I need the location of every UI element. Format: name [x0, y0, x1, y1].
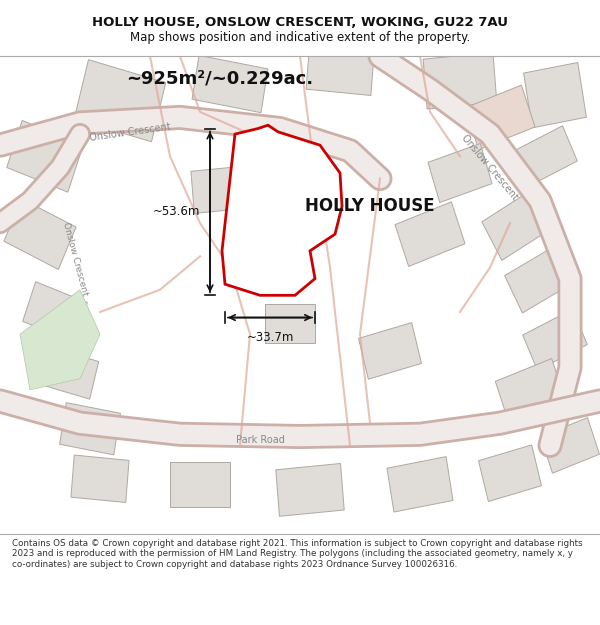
Text: ~53.6m: ~53.6m: [152, 206, 200, 218]
Bar: [306, 51, 374, 96]
Text: HOLLY HOUSE: HOLLY HOUSE: [305, 198, 435, 216]
Text: ~33.7m: ~33.7m: [247, 331, 293, 344]
Bar: [482, 186, 558, 261]
Bar: [359, 322, 421, 379]
Text: HOLLY HOUSE, ONSLOW CRESCENT, WOKING, GU22 7AU: HOLLY HOUSE, ONSLOW CRESCENT, WOKING, GU…: [92, 16, 508, 29]
Bar: [71, 455, 129, 503]
Bar: [479, 445, 541, 501]
Bar: [505, 244, 575, 313]
Bar: [523, 309, 587, 371]
Bar: [23, 282, 88, 342]
Bar: [423, 52, 497, 109]
Text: Map shows position and indicative extent of the property.: Map shows position and indicative extent…: [130, 31, 470, 44]
Bar: [387, 457, 453, 512]
Bar: [192, 56, 268, 112]
Bar: [512, 126, 577, 187]
Bar: [524, 62, 586, 128]
Text: Onslow Crescent: Onslow Crescent: [61, 221, 89, 296]
Text: Park Road: Park Road: [236, 435, 284, 445]
Bar: [41, 347, 98, 399]
Bar: [541, 418, 599, 473]
Bar: [7, 121, 83, 192]
Text: Contains OS data © Crown copyright and database right 2021. This information is : Contains OS data © Crown copyright and d…: [12, 539, 583, 569]
Bar: [265, 304, 315, 343]
Text: Onslow Crescent: Onslow Crescent: [89, 121, 171, 142]
Bar: [465, 85, 535, 150]
Bar: [395, 202, 465, 266]
Bar: [59, 402, 121, 455]
Bar: [496, 359, 565, 421]
Text: ~925m²/~0.229ac.: ~925m²/~0.229ac.: [127, 69, 314, 88]
Bar: [170, 462, 230, 507]
Bar: [4, 199, 76, 269]
Polygon shape: [222, 125, 342, 295]
Bar: [428, 144, 492, 202]
Text: Onslow Crescent: Onslow Crescent: [460, 133, 520, 202]
Polygon shape: [20, 290, 100, 390]
Bar: [191, 166, 249, 213]
Bar: [276, 464, 344, 516]
Bar: [74, 59, 166, 142]
